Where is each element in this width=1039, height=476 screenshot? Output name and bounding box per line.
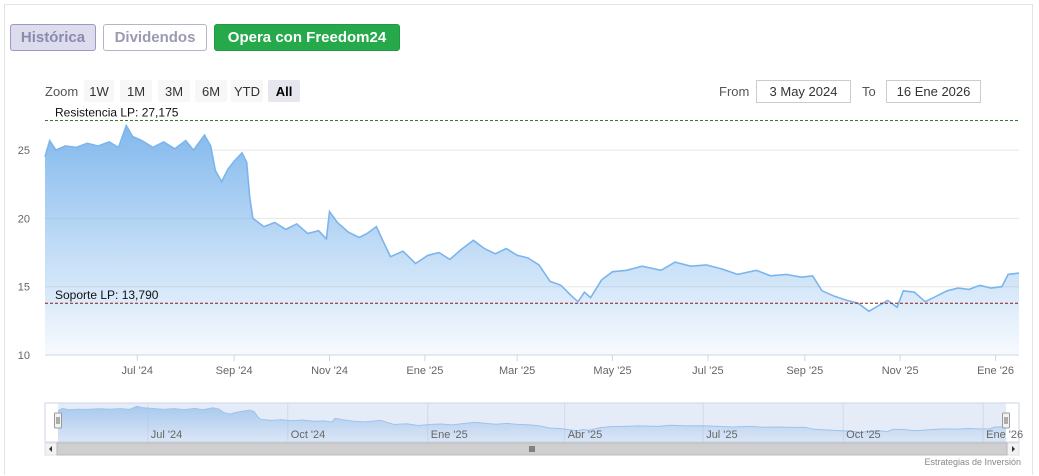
level-annotations: Resistencia LP: 27,175 Soporte LP: 13,790 — [45, 105, 1019, 304]
widget-frame — [4, 4, 1033, 475]
scroll-left-arrow-icon[interactable] — [49, 446, 52, 452]
navigator-label: Ene '25 — [431, 429, 468, 441]
x-tick-label: Mar '25 — [499, 365, 535, 377]
zoom-label: Zoom — [45, 84, 79, 99]
resistance-label: Resistencia LP: 27,175 — [55, 105, 179, 119]
navigator-label: Jul '25 — [706, 429, 737, 441]
navigator-right-handle[interactable] — [1002, 412, 1010, 429]
zoom-1m-button[interactable]: 1M — [120, 80, 152, 102]
x-tick-label: Sep '24 — [216, 365, 253, 377]
navigator-label: Abr '25 — [568, 429, 603, 441]
navigator[interactable]: Jul '24 Oct '24 Ene '25 Abr '25 Jul '25 Oct '… — [44, 402, 1023, 456]
x-tick-label: Nov '25 — [882, 365, 919, 377]
y-tick-label: 20 — [18, 213, 30, 225]
to-label: To — [862, 84, 876, 99]
navigator-line — [57, 405, 1007, 433]
navigator-label: Oct '25 — [846, 429, 881, 441]
zoom-1w-button[interactable]: 1W — [84, 80, 114, 102]
opera-freedom24-button[interactable]: Opera con Freedom24 — [214, 24, 400, 51]
y-tick-label: 10 — [18, 350, 30, 362]
navigator-selection — [58, 403, 1006, 442]
x-tick-label: Jul '25 — [692, 365, 723, 377]
price-area-fill — [45, 125, 1019, 355]
x-tick-label: Nov '24 — [311, 365, 348, 377]
navigator-area — [58, 406, 1006, 442]
to-date-input[interactable]: 16 Ene 2026 — [886, 80, 981, 103]
price-area — [44, 123, 1020, 355]
historica-button[interactable]: Histórica — [10, 24, 96, 51]
x-axis: Jul '24 Sep '24 Nov '24 Ene '25 Mar '25 May '… — [45, 354, 1019, 377]
zoom-3m-button[interactable]: 3M — [158, 80, 190, 102]
zoom-6m-button[interactable]: 6M — [195, 80, 227, 102]
navigator-label: Oct '24 — [291, 429, 326, 441]
from-date-input[interactable]: 3 May 2024 — [756, 80, 851, 103]
x-tick-label: Ene '25 — [406, 365, 443, 377]
credits-text: Estrategias de Inversión — [924, 457, 1021, 467]
y-tick-label: 25 — [18, 145, 30, 157]
support-label: Soporte LP: 13,790 — [55, 288, 159, 302]
zoom-all-button[interactable]: All — [268, 80, 300, 102]
x-tick-label: Jul '24 — [122, 365, 153, 377]
scroll-right-arrow-icon[interactable] — [1012, 446, 1015, 452]
x-tick-label: Sep '25 — [786, 365, 823, 377]
y-axis: 10 15 20 25 — [18, 145, 30, 362]
zoom-ytd-button[interactable]: YTD — [231, 80, 263, 102]
x-tick-label: Ene '26 — [977, 365, 1014, 377]
navigator-left-handle[interactable] — [54, 412, 62, 429]
navigator-label: Ene '26 — [986, 429, 1023, 441]
dividendos-button[interactable]: Dividendos — [103, 24, 207, 51]
y-tick-label: 15 — [18, 282, 30, 294]
price-line — [44, 123, 1020, 313]
navigator-label: Jul '24 — [151, 429, 182, 441]
from-label: From — [719, 84, 750, 99]
x-tick-label: May '25 — [593, 365, 631, 377]
